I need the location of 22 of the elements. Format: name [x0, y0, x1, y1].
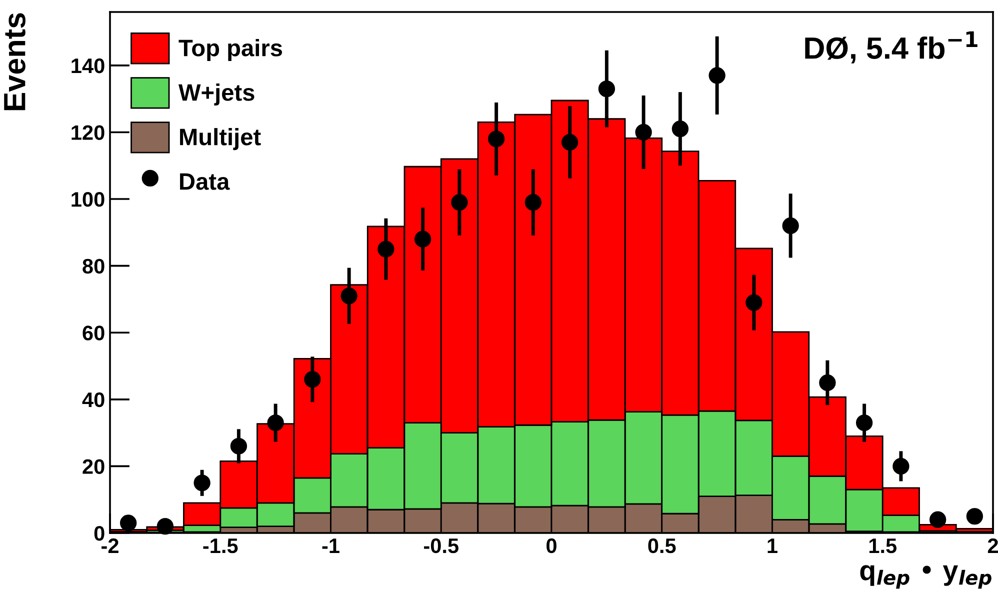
x-axis-title: q$_{lep}$ • y$_{lep}$	[860, 565, 992, 589]
annotation: DØ, 5.4 fb$^{−1}$	[805, 31, 978, 64]
y-axis-title: Events	[4, 13, 26, 110]
y-tick-label: 100	[72, 192, 104, 207]
x-tick-label: 1	[768, 538, 778, 553]
y-tick-label: 40	[82, 392, 104, 408]
y-tick-label: 80	[82, 258, 104, 274]
y-tick-label: 20	[82, 459, 104, 474]
x-tick-label: -0.5	[424, 538, 458, 554]
x-tick-label: 0.5	[648, 538, 676, 554]
x-tick-label: 0	[546, 538, 556, 554]
legend-label: Top pairs	[178, 39, 282, 62]
y-tick-label: 140	[72, 58, 104, 74]
legend-label: Data	[180, 173, 230, 190]
x-tick-label: -1	[322, 538, 340, 553]
x-tick-label: 2	[988, 538, 998, 553]
y-tick-label: 120	[72, 125, 104, 140]
y-tick-label: 60	[82, 326, 104, 340]
legend-label: Multijet	[180, 128, 261, 150]
x-tick-label: -1.5	[203, 538, 238, 554]
legend-label: W+jets	[178, 84, 254, 106]
x-tick-label: 1.5	[869, 538, 897, 554]
